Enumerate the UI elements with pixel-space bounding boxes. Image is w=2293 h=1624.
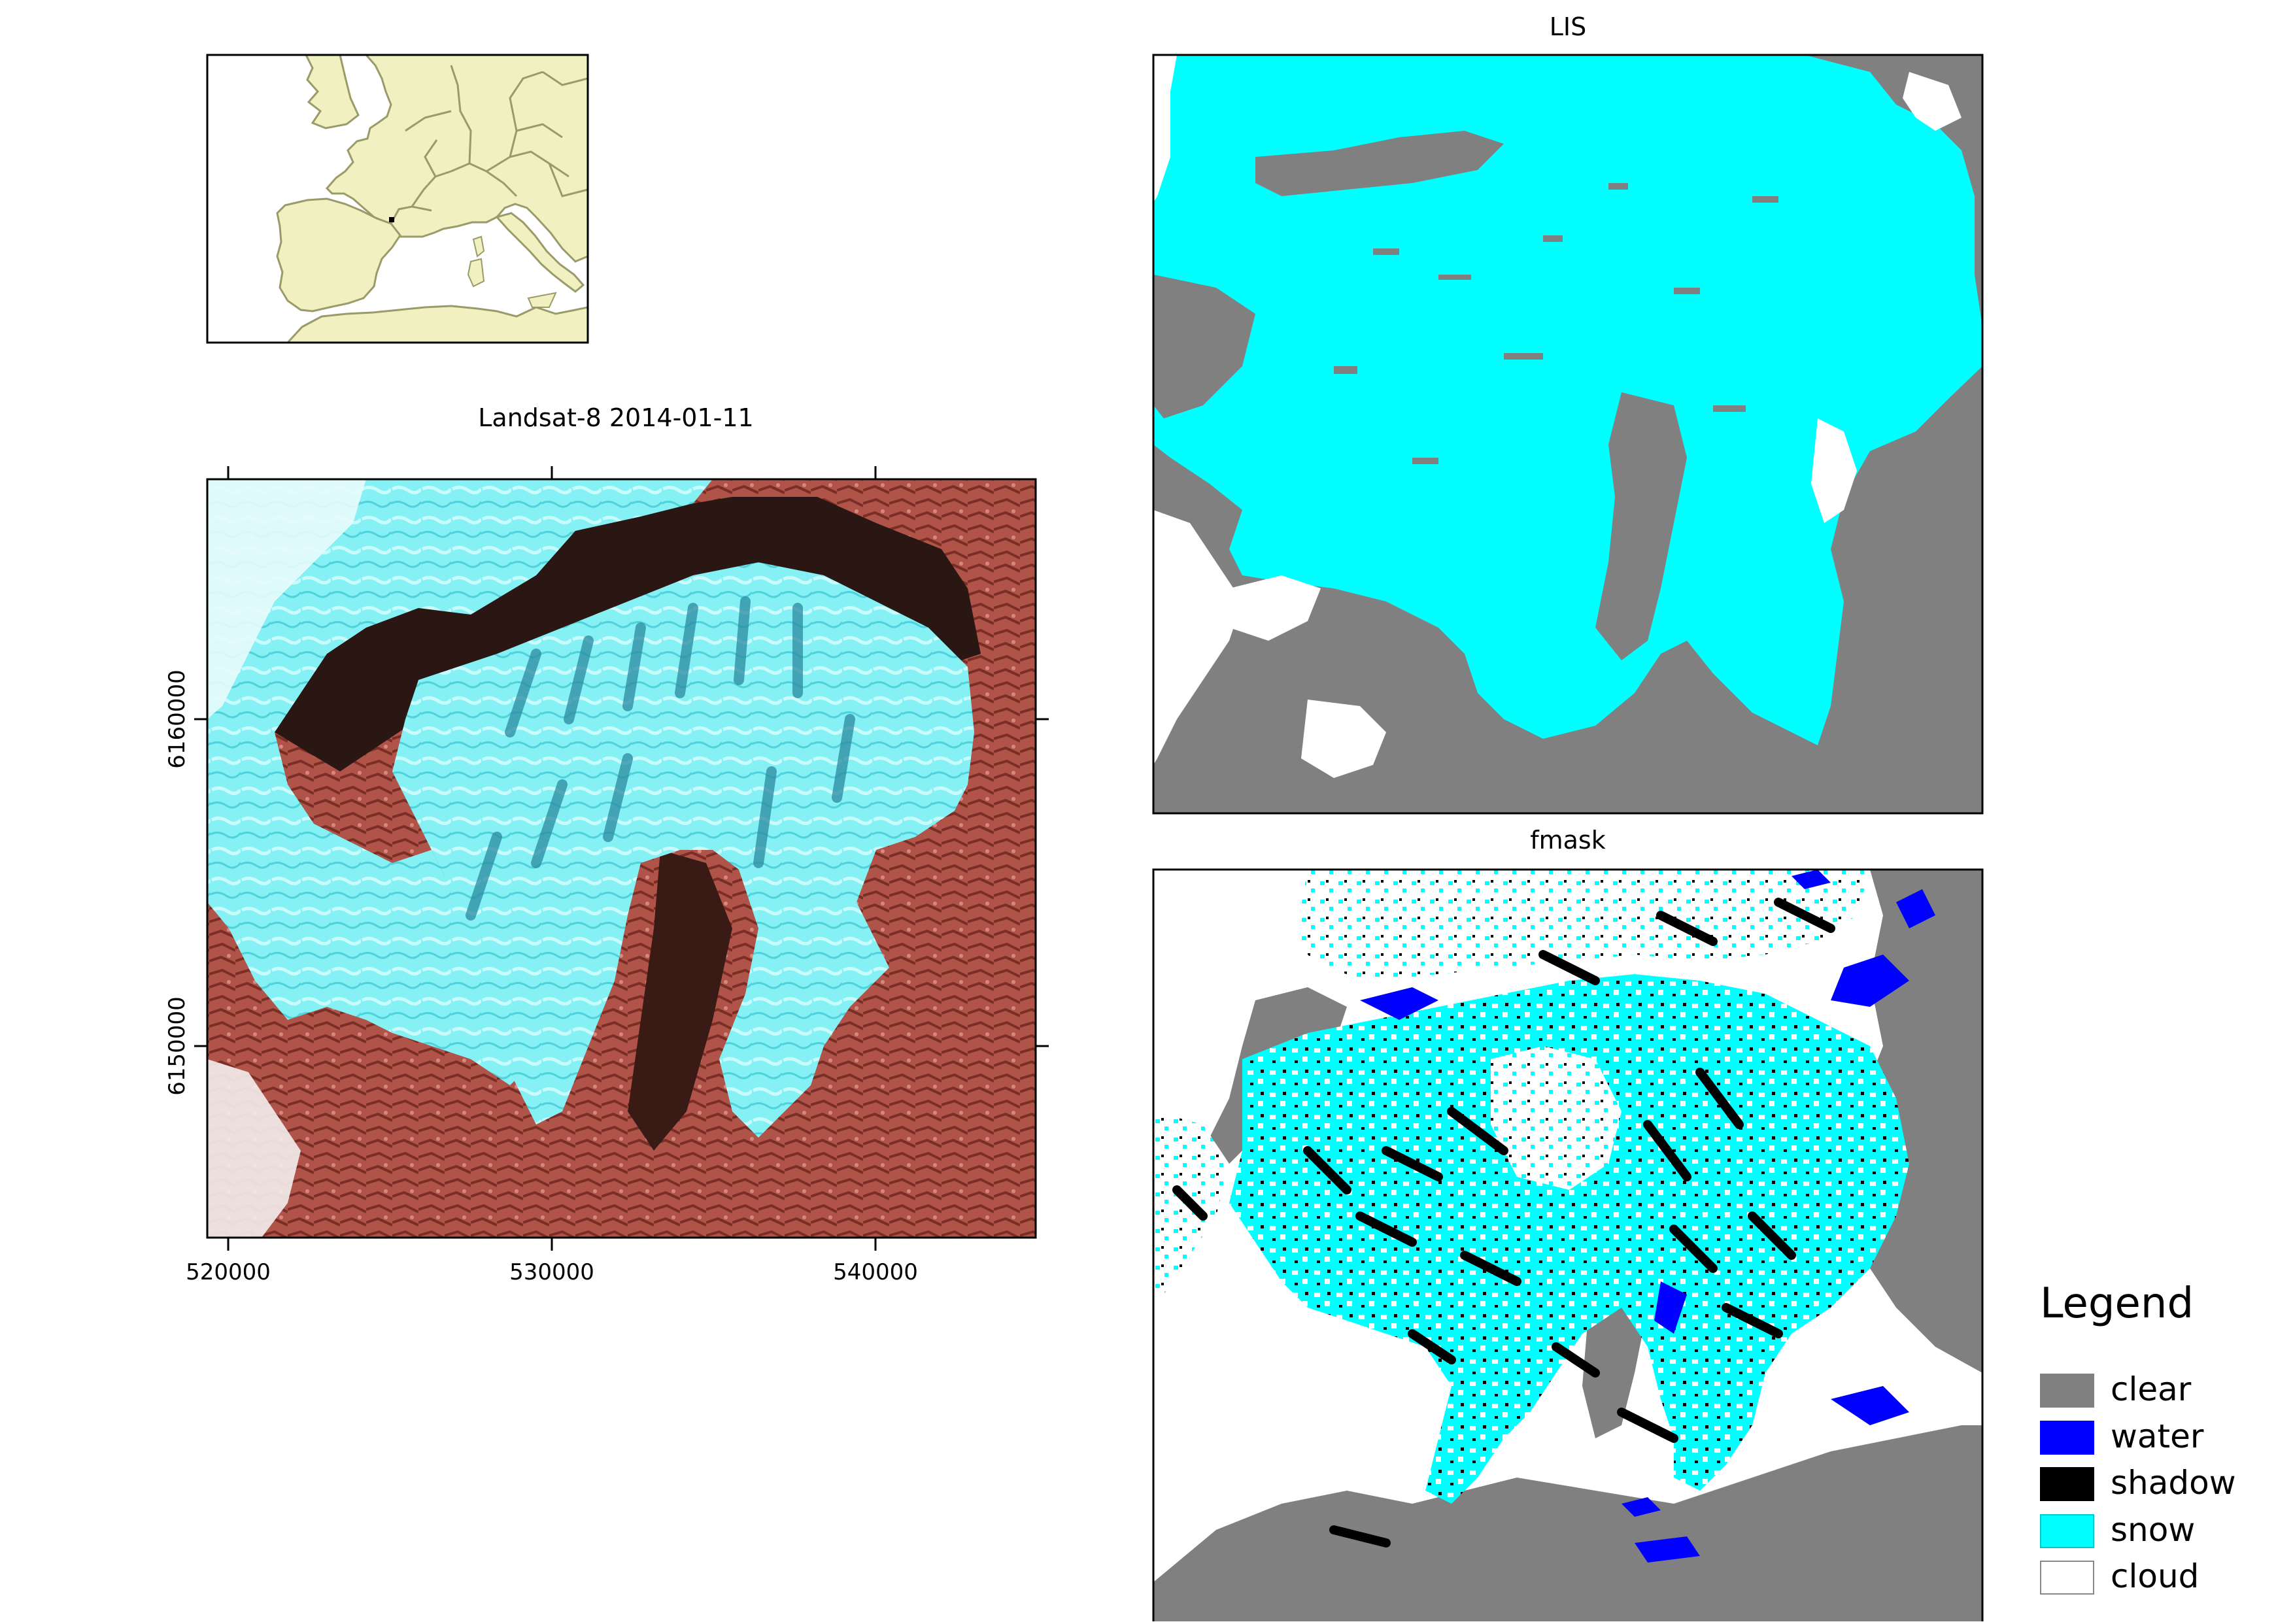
landsat-dark-valley bbox=[628, 850, 732, 1151]
legend-swatch-cloud bbox=[2040, 1561, 2094, 1595]
lis-snow-specks bbox=[1334, 183, 1778, 464]
landsat-image bbox=[207, 479, 1036, 1238]
fmask-clear-bottom bbox=[1153, 1425, 1982, 1624]
fmask-shadows bbox=[1172, 898, 1835, 1548]
y-tick-label-6160000: 6160000 bbox=[164, 669, 190, 768]
inset-map bbox=[207, 55, 588, 343]
legend-label-shadow: shadow bbox=[2111, 1464, 2236, 1502]
lis-snow bbox=[1153, 55, 1982, 745]
lis-clear-valley bbox=[1595, 392, 1687, 660]
legend-label-water: water bbox=[2111, 1417, 2204, 1455]
lis-cloud-center-left bbox=[1229, 575, 1321, 641]
legend-swatch-clear bbox=[2040, 1374, 2094, 1408]
inset-land-africa bbox=[286, 305, 588, 343]
legend-swatch-snow bbox=[2040, 1514, 2094, 1548]
landsat-bright-left bbox=[207, 479, 366, 719]
lis-map bbox=[1153, 55, 1982, 813]
landsat-title: Landsat-8 2014-01-11 bbox=[478, 403, 753, 432]
legend-swatch-water bbox=[2040, 1421, 2094, 1455]
x-tick-label-530000: 530000 bbox=[509, 1259, 594, 1285]
inset-land-britain bbox=[305, 55, 360, 129]
lis-clear-upper bbox=[1255, 131, 1504, 196]
inset-land-sicily bbox=[527, 292, 557, 308]
legend-swatch-shadow bbox=[2040, 1467, 2094, 1501]
lis-cloud-topleft bbox=[1153, 55, 1177, 203]
lis-cloud-right bbox=[1811, 418, 1857, 523]
legend-title: Legend bbox=[2040, 1279, 2194, 1328]
fmask-cloud-top bbox=[1295, 870, 1870, 981]
landsat-frame bbox=[206, 478, 1037, 1239]
landsat-snow-shadows bbox=[466, 596, 855, 921]
landsat-ticks bbox=[194, 466, 1049, 1251]
y-tick-label-6150000: 6150000 bbox=[164, 996, 190, 1095]
fmask-cloud-center bbox=[1491, 1046, 1622, 1190]
lis-cloud-bottom bbox=[1301, 700, 1386, 778]
landsat-snow bbox=[207, 479, 713, 1085]
inset-land-corsica bbox=[472, 235, 485, 258]
inset-frame bbox=[206, 54, 589, 344]
landsat-snow-center bbox=[392, 562, 974, 1138]
fmask-map bbox=[1153, 870, 1982, 1624]
legend-label-snow: snow bbox=[2111, 1511, 2195, 1549]
study-site-marker bbox=[389, 217, 394, 222]
lis-cloud-left bbox=[1153, 510, 1242, 765]
legend-label-cloud: cloud bbox=[2111, 1557, 2199, 1595]
fmask-frame bbox=[1152, 868, 1984, 1624]
x-tick-label-520000: 520000 bbox=[186, 1259, 271, 1285]
inset-borders bbox=[390, 65, 588, 224]
landsat-bright-bottom-left bbox=[207, 1059, 301, 1238]
lis-cloud-topright bbox=[1903, 72, 1962, 131]
inset-land-iberia bbox=[276, 197, 401, 313]
x-tick-label-540000: 540000 bbox=[833, 1259, 918, 1285]
lis-frame bbox=[1152, 54, 1984, 815]
fmask-snow-main bbox=[1229, 974, 1909, 1504]
fmask-water bbox=[1360, 870, 1935, 1563]
lis-title: LIS bbox=[1550, 12, 1587, 41]
inset-land-italy bbox=[495, 212, 585, 293]
legend: Legend clear water shadow snow cloud bbox=[2040, 1279, 2236, 1595]
legend-label-clear: clear bbox=[2111, 1370, 2192, 1408]
lis-clear-left bbox=[1153, 275, 1255, 418]
inset-land-sardinia bbox=[467, 258, 485, 288]
fmask-title: fmask bbox=[1530, 826, 1605, 854]
